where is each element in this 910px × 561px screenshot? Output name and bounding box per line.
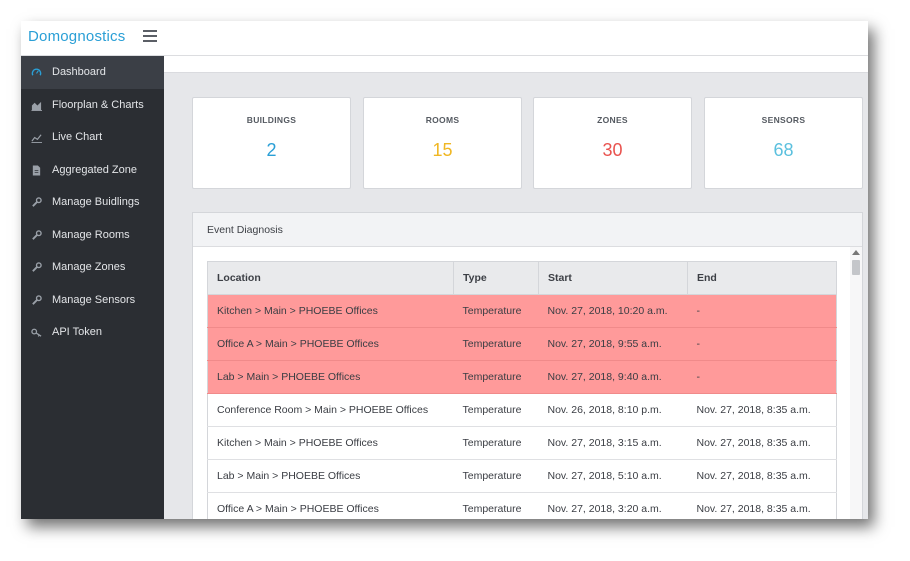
table-row[interactable]: Kitchen > Main > PHOEBE Offices Temperat… — [207, 426, 837, 460]
cell-type: Temperature — [453, 459, 539, 493]
event-diagnosis-panel: Event Diagnosis Location Type Start End — [192, 212, 863, 519]
event-table: Location Type Start End Kitchen > Main >… — [207, 261, 837, 519]
sidebar-item-label: Manage Buidlings — [52, 196, 140, 208]
sidebar-item-manage-sensors[interactable]: Manage Sensors — [21, 284, 164, 317]
table-row[interactable]: Office A > Main > PHOEBE Offices Tempera… — [207, 492, 837, 519]
sidebar-item-label: Dashboard — [52, 66, 106, 78]
cell-end: - — [687, 360, 837, 394]
cell-location: Kitchen > Main > PHOEBE Offices — [207, 294, 454, 328]
table-row[interactable]: Office A > Main > PHOEBE Offices Tempera… — [207, 327, 837, 361]
wrench-icon — [32, 294, 42, 305]
table-header-row: Location Type Start End — [207, 261, 837, 295]
line-chart-icon — [31, 134, 42, 143]
sidebar: Dashboard Floorplan & Charts Live Chart … — [21, 56, 164, 519]
wrench-icon — [32, 262, 42, 272]
file-icon — [32, 164, 41, 176]
sidebar-item-manage-zones[interactable]: Manage Zones — [21, 251, 164, 284]
cell-type: Temperature — [453, 393, 539, 427]
cell-location: Kitchen > Main > PHOEBE Offices — [207, 426, 454, 460]
column-header-end[interactable]: End — [687, 261, 837, 295]
sidebar-item-manage-rooms[interactable]: Manage Rooms — [21, 219, 164, 252]
sidebar-item-label: Manage Sensors — [52, 293, 136, 306]
stat-label: ZONES — [597, 115, 628, 125]
menu-toggle-icon[interactable] — [143, 30, 157, 42]
sidebar-item-label: Manage Rooms — [52, 228, 130, 241]
cell-start: Nov. 27, 2018, 9:55 a.m. — [538, 327, 688, 361]
area-chart-icon — [31, 101, 42, 111]
cell-type: Temperature — [453, 294, 539, 328]
stat-label: ROOMS — [425, 115, 460, 125]
wrench-icon — [32, 197, 42, 207]
cell-start: Nov. 27, 2018, 9:40 a.m. — [538, 360, 688, 394]
scrollbar-thumb[interactable] — [852, 260, 860, 275]
cell-end: - — [687, 294, 837, 328]
table-row[interactable]: Lab > Main > PHOEBE Offices Temperature … — [207, 459, 837, 493]
stat-value: 2 — [266, 140, 277, 160]
cell-start: Nov. 26, 2018, 8:10 p.m. — [538, 393, 688, 427]
stat-label: BUILDINGS — [246, 115, 297, 125]
stat-label: SENSORS — [761, 115, 806, 125]
cell-location: Lab > Main > PHOEBE Offices — [207, 360, 454, 394]
table-row[interactable]: Lab > Main > PHOEBE Offices Temperature … — [207, 360, 837, 394]
stat-card-zones[interactable]: ZONES 30 — [533, 97, 692, 189]
sidebar-item-aggregated-zone[interactable]: Aggregated Zone — [21, 154, 164, 187]
wrench-icon — [32, 229, 42, 240]
top-navbar: Domognostics — [21, 21, 868, 56]
key-icon — [31, 328, 42, 337]
column-header-start[interactable]: Start — [538, 261, 688, 295]
cell-start: Nov. 27, 2018, 3:20 a.m. — [538, 492, 688, 519]
cell-start: Nov. 27, 2018, 5:10 a.m. — [538, 459, 688, 493]
sidebar-item-label: Aggregated Zone — [52, 163, 138, 176]
stat-value: 30 — [602, 140, 623, 160]
cell-type: Temperature — [453, 492, 539, 519]
vertical-scrollbar[interactable] — [850, 247, 862, 519]
stat-card-buildings[interactable]: BUILDINGS 2 — [192, 97, 351, 189]
sidebar-item-floorplan-charts[interactable]: Floorplan & Charts — [21, 89, 164, 122]
table-row[interactable]: Conference Room > Main > PHOEBE Offices … — [207, 393, 837, 427]
scroll-up-arrow-icon[interactable] — [852, 250, 860, 255]
cell-location: Office A > Main > PHOEBE Offices — [207, 327, 454, 361]
sidebar-item-label: API Token — [52, 326, 102, 338]
sidebar-item-label: Floorplan & Charts — [52, 98, 144, 111]
brand-logo[interactable]: Domognostics — [28, 28, 126, 45]
column-header-type[interactable]: Type — [453, 261, 539, 295]
column-header-location[interactable]: Location — [207, 261, 454, 295]
cell-location: Office A > Main > PHOEBE Offices — [207, 492, 454, 519]
sidebar-item-label: Manage Zones — [52, 261, 126, 273]
stat-value: 15 — [432, 140, 453, 160]
sidebar-item-manage-buildings[interactable]: Manage Buidlings — [21, 186, 164, 219]
cell-start: Nov. 27, 2018, 10:20 a.m. — [538, 294, 688, 328]
cell-type: Temperature — [453, 426, 539, 460]
sidebar-item-api-token[interactable]: API Token — [21, 316, 164, 349]
cell-end: Nov. 27, 2018, 8:35 a.m. — [687, 459, 837, 493]
sidebar-item-dashboard[interactable]: Dashboard — [21, 56, 164, 89]
cell-end: Nov. 27, 2018, 8:35 a.m. — [687, 393, 837, 427]
content-header-strip — [164, 56, 868, 73]
table-row[interactable]: Kitchen > Main > PHOEBE Offices Temperat… — [207, 294, 837, 328]
gauge-icon — [31, 68, 42, 76]
app-window: Domognostics Dashboard Floorplan & Chart… — [21, 21, 868, 519]
panel-header: Event Diagnosis — [193, 213, 862, 247]
cell-type: Temperature — [453, 360, 539, 394]
sidebar-item-label: Live Chart — [52, 131, 103, 143]
cell-end: Nov. 27, 2018, 8:35 a.m. — [687, 426, 837, 460]
stat-card-rooms[interactable]: ROOMS 15 — [363, 97, 522, 189]
stat-card-sensors[interactable]: SENSORS 68 — [704, 97, 863, 189]
cell-location: Conference Room > Main > PHOEBE Offices — [207, 393, 454, 427]
stat-value: 68 — [773, 140, 794, 160]
cell-end: Nov. 27, 2018, 8:35 a.m. — [687, 492, 837, 519]
cell-type: Temperature — [453, 327, 539, 361]
cell-start: Nov. 27, 2018, 3:15 a.m. — [538, 426, 688, 460]
cell-location: Lab > Main > PHOEBE Offices — [207, 459, 454, 493]
cell-end: - — [687, 327, 837, 361]
event-table-container[interactable]: Location Type Start End Kitchen > Main >… — [207, 261, 837, 519]
sidebar-item-live-chart[interactable]: Live Chart — [21, 121, 164, 154]
panel-title: Event Diagnosis — [207, 224, 283, 236]
